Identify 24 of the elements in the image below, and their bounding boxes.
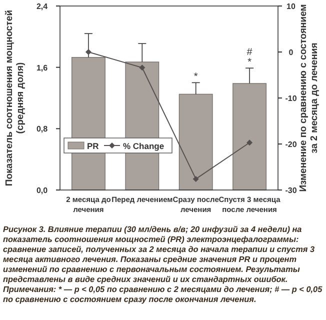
y2-tick-label: -30 (285, 186, 298, 195)
point (139, 64, 146, 71)
annotation: * (194, 72, 198, 83)
point (192, 176, 199, 182)
annotation: * (248, 57, 252, 68)
y2-tick-label: 10 (286, 2, 296, 11)
point (85, 49, 92, 55)
annotation: # (246, 47, 253, 58)
y-tick-label: 1,6 (36, 63, 48, 72)
y-tick-label: 2,4 (36, 2, 48, 11)
y2-tick-label: -10 (285, 94, 298, 103)
y-axis-title: Показатель соотношения мощностей (средняя доля) (4, 10, 26, 186)
y2-tick-label: -20 (285, 140, 298, 149)
text: Примечания: * — p < 0,05 по сравнению с 2 месяцами до лечения; # — p < 0,05 по сравнению с состоянием сразу после окончания лечения. (3, 285, 323, 304)
y-tick-label: 0,8 (36, 124, 48, 134)
bar (232, 83, 266, 190)
y2-axis-title: Изменение по сравнению с состоянием за 2 месяца до лечения (298, 4, 320, 192)
y-tick-label: 0,0 (36, 186, 48, 195)
y2-tick-label: 0 (288, 48, 294, 57)
text: Рисунок 3. Влияние терапии (30 мл/день в/в; 20 инфузий за 4 недели) на показатель соотношения мощностей (PR) электроэнцефалограммы: сравнение записей, полученных за 2 месяца до начала терапии и спустя 3 месяца активного лечения. Показаны средние значения PR и процент изменений по сравнению с первоначальным состоянием. Результаты представлены в виде средних значений и их стандартных ошибок. (3, 225, 315, 284)
point (246, 140, 253, 146)
legend-label: PR (87, 141, 99, 151)
bar (178, 94, 213, 190)
legend-label: % Change (123, 141, 164, 151)
